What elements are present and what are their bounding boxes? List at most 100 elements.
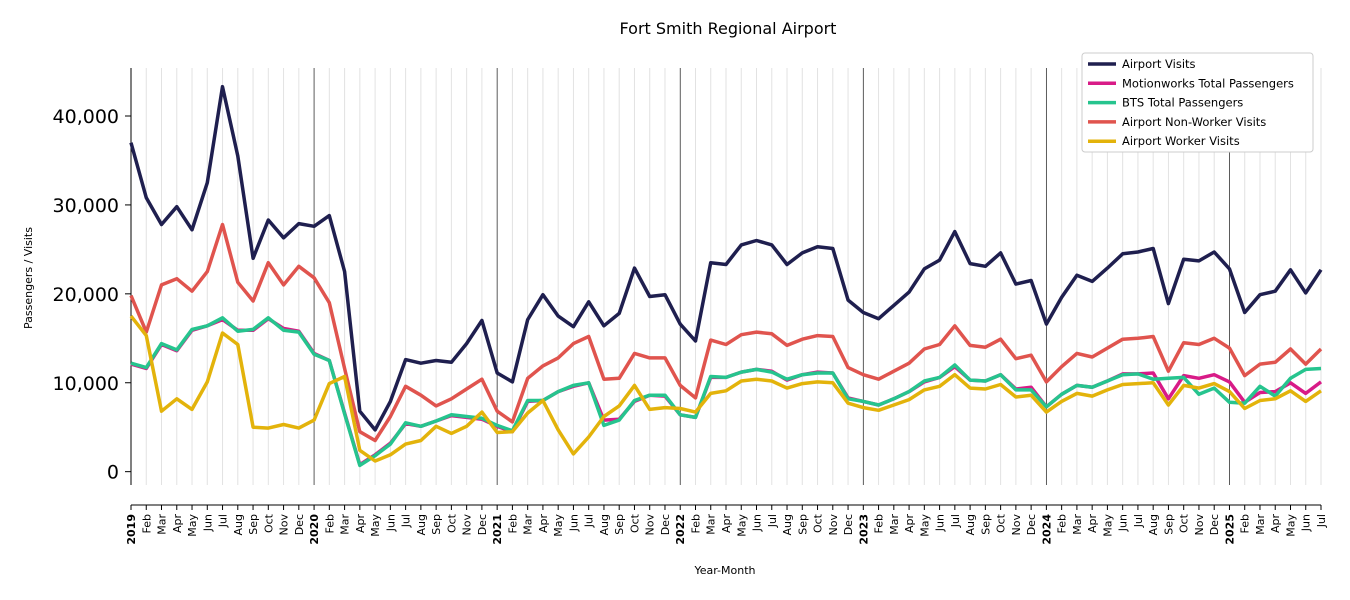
x-tick-label: 2021 [491, 514, 504, 545]
x-tick-label: Nov [1193, 514, 1206, 536]
x-tick-label: May [1101, 514, 1114, 537]
chart-title: Fort Smith Regional Airport [620, 19, 837, 38]
x-tick-label: Nov [827, 514, 840, 536]
y-tick-label: 0 [107, 462, 119, 484]
x-tick-label: Apr [537, 514, 550, 534]
x-tick-label: Dec [293, 514, 306, 535]
x-tick-label: Dec [1025, 514, 1038, 535]
x-tick-label: Sep [1162, 514, 1175, 535]
x-tick-label: May [918, 514, 931, 537]
x-tick-label: Sep [613, 514, 626, 535]
x-tick-label: Oct [1178, 513, 1191, 533]
x-tick-label: Dec [476, 514, 489, 535]
x-tick-label: Apr [720, 514, 733, 534]
x-tick-label: Feb [1056, 514, 1069, 533]
x-tick-label: Oct [628, 513, 641, 533]
x-tick-label: Jul [400, 514, 413, 528]
x-tick-label: Apr [354, 514, 367, 534]
x-tick-label: Jul [583, 514, 596, 528]
x-tick-label: Sep [979, 514, 992, 535]
x-tick-label: Jun [567, 514, 580, 532]
x-tick-label: Feb [323, 514, 336, 533]
x-tick-label: Mar [339, 514, 352, 535]
y-tick-label: 40,000 [53, 106, 119, 128]
x-tick-label: Jun [934, 514, 947, 532]
x-axis-label: Year-Month [693, 564, 755, 577]
x-tick-label: Aug [781, 514, 794, 535]
x-tick-label: Oct [812, 513, 825, 533]
x-tick-label: Apr [171, 514, 184, 534]
x-tick-label: Jun [201, 514, 214, 532]
x-tick-label: May [186, 514, 199, 537]
x-tick-label: Aug [415, 514, 428, 535]
x-tick-label: Jul [949, 514, 962, 528]
x-tick-label: Jun [751, 514, 764, 532]
x-tick-label: Mar [1071, 514, 1084, 535]
x-tick-label: Dec [842, 514, 855, 535]
x-tick-label: Feb [873, 514, 886, 533]
x-tick-label: Nov [278, 514, 291, 536]
x-tick-label: 2020 [308, 514, 321, 545]
x-tick-label: May [552, 514, 565, 537]
legend-label: Airport Non-Worker Visits [1122, 115, 1266, 129]
x-tick-label: Dec [1208, 514, 1221, 535]
x-tick-label: May [735, 514, 748, 537]
x-tick-label: Jul [217, 514, 230, 528]
x-tick-label: Mar [1254, 514, 1267, 535]
x-tick-label: Mar [705, 514, 718, 535]
x-tick-label: Jun [1117, 514, 1130, 532]
x-tick-label: Feb [1239, 514, 1252, 533]
x-tick-label: Dec [659, 514, 672, 535]
series-line-bts-total-passengers [130, 316, 1322, 468]
x-tick-label: Aug [964, 514, 977, 535]
series-lines [129, 84, 1323, 468]
x-tick-label: Mar [522, 514, 535, 535]
x-tick-label: Apr [903, 514, 916, 534]
y-axis-label: Passengers / Visits [22, 227, 35, 329]
legend-label: BTS Total Passengers [1122, 96, 1243, 110]
series-line-airport-non-worker-visits [129, 222, 1323, 443]
x-tick-label: Feb [506, 514, 519, 533]
x-tick-label: 2025 [1223, 514, 1236, 545]
y-tick-label: 20,000 [53, 284, 119, 306]
x-tick-label: Feb [140, 514, 153, 533]
x-tick-label: Jul [766, 514, 779, 528]
x-tick-label: Jul [1315, 514, 1328, 528]
x-tick-label: Aug [598, 514, 611, 535]
x-tick-label: Feb [689, 514, 702, 533]
x-tick-label: Oct [995, 513, 1008, 533]
x-tick-label: 2022 [674, 514, 687, 545]
series-line-airport-worker-visits [129, 315, 1322, 463]
x-tick-label: Jun [384, 514, 397, 532]
legend-label: Airport Worker Visits [1122, 134, 1240, 148]
x-tick-label: Aug [1147, 514, 1160, 535]
legend-label: Airport Visits [1122, 57, 1196, 71]
x-tick-label: May [1284, 514, 1297, 537]
legend: Airport Visits Motionworks Total Passenge… [1081, 52, 1314, 153]
x-tick-label: Nov [644, 514, 657, 536]
x-tick-label: 2024 [1040, 514, 1053, 545]
x-tick-label: Apr [1269, 514, 1282, 534]
x-tick-label: Oct [445, 513, 458, 533]
x-tick-label: Mar [888, 514, 901, 535]
series-line-airport-visits [129, 84, 1323, 432]
x-tick-label: Jun [1300, 514, 1313, 532]
x-tick-label: 2019 [125, 514, 138, 545]
legend-box [1081, 52, 1314, 153]
x-tick-label: Mar [156, 514, 169, 535]
x-tick-label: Sep [430, 514, 443, 535]
legend-label: Motionworks Total Passengers [1122, 76, 1294, 90]
x-tick-label: Sep [796, 514, 809, 535]
x-tick-label: Sep [247, 514, 260, 535]
x-tick-label: May [369, 514, 382, 537]
x-tick-label: 2023 [857, 514, 870, 545]
x-tick-label: Nov [1010, 514, 1023, 536]
x-tick-label: Oct [262, 513, 275, 533]
y-tick-label: 10,000 [53, 373, 119, 395]
x-tick-label: Apr [1086, 514, 1099, 534]
x-tick-label: Nov [461, 514, 474, 536]
x-tick-label: Jul [1132, 514, 1145, 528]
x-tick-label: Aug [232, 514, 245, 535]
